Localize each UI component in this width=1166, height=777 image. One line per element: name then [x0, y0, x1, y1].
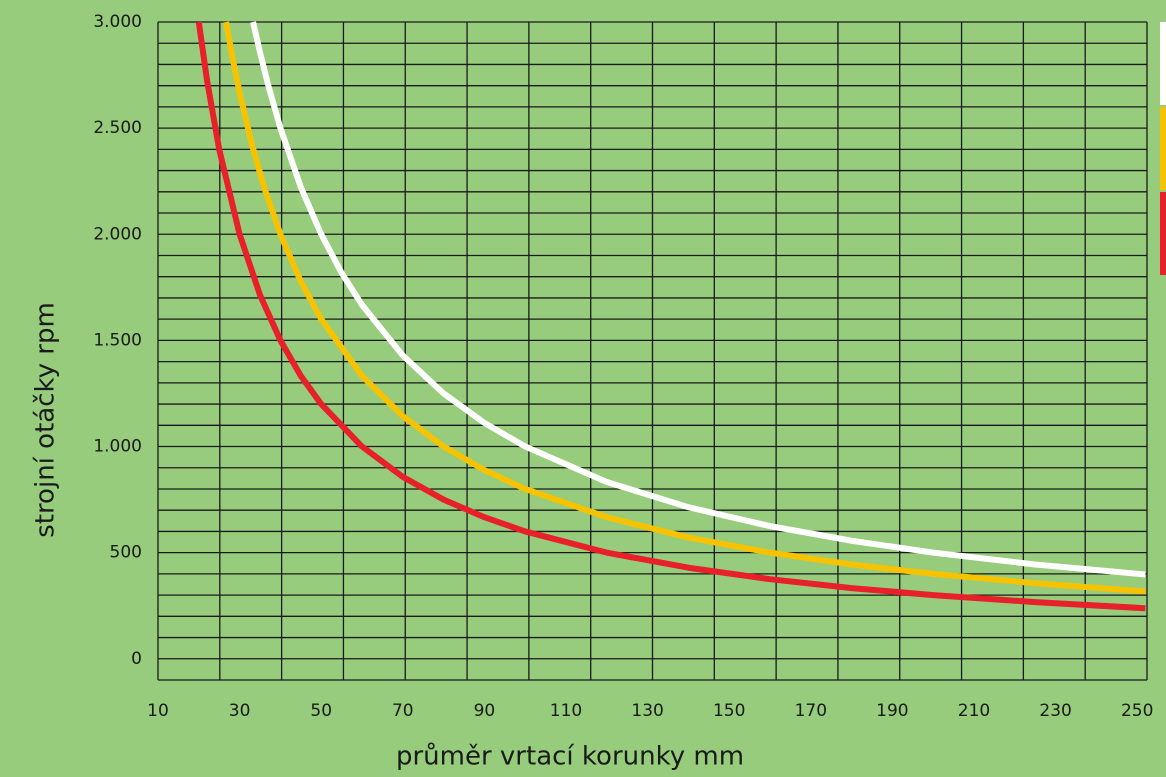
legend-swatch [1160, 192, 1166, 275]
legend-swatch [1160, 22, 1166, 105]
x-tick-label: 130 [631, 701, 663, 721]
series-line [223, 21, 1146, 595]
y-tick-label: 0 [131, 649, 142, 669]
series-line [250, 21, 1146, 578]
x-tick-label: 250 [1121, 701, 1153, 721]
series-line [195, 21, 1146, 612]
x-tick-label: 70 [392, 701, 414, 721]
x-tick-label: 230 [1039, 701, 1071, 721]
y-tick-label: 2.000 [93, 224, 142, 244]
x-tick-label: 90 [474, 701, 496, 721]
x-tick-label: 10 [147, 701, 169, 721]
y-tick-label: 3.000 [93, 12, 142, 32]
x-tick-label: 170 [795, 701, 827, 721]
x-tick-label: 50 [310, 701, 332, 721]
x-tick-label: 150 [713, 701, 745, 721]
legend-swatch [1160, 107, 1166, 190]
y-tick-label: 500 [110, 543, 142, 563]
y-tick-label: 2.500 [93, 118, 142, 138]
x-tick-label: 190 [876, 701, 908, 721]
x-tick-label: 30 [229, 701, 251, 721]
x-axis-title: průměr vrtací korunky mm [396, 742, 744, 772]
y-axis-title: strojní otáčky rpm [31, 302, 61, 538]
y-tick-label: 1.500 [93, 330, 142, 350]
x-tick-label: 110 [550, 701, 582, 721]
x-tick-label: 210 [958, 701, 990, 721]
y-tick-label: 1.000 [93, 437, 142, 457]
